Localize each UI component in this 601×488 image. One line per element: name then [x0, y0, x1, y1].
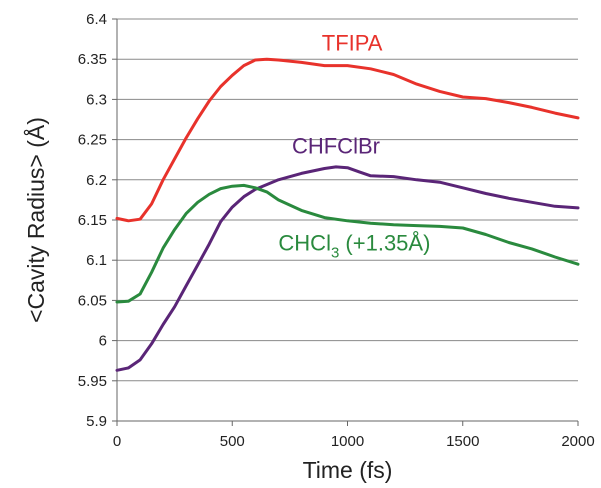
x-tick-label: 2000 [561, 433, 594, 450]
x-axis-title: Time (fs) [303, 457, 393, 483]
x-tick-label: 500 [220, 433, 245, 450]
y-tick-label: 6.2 [86, 172, 107, 189]
series-labels: TFIPA CHFClBr CHCl3 (+1.35Å) [278, 30, 430, 261]
gridlines [117, 18, 578, 382]
series-label-2: CHCl3 (+1.35Å) [278, 231, 430, 262]
series-line-1 [115, 165, 580, 372]
y-tick-label: 6.3 [86, 91, 107, 108]
series-lines [115, 57, 580, 372]
series-line-2 [115, 183, 580, 304]
y-tick-label: 6.1 [86, 252, 107, 269]
series-label-0: TFIPA [322, 30, 383, 55]
series-label-1: CHFClBr [292, 133, 380, 158]
y-tick-label: 5.95 [78, 373, 107, 390]
y-tick-labels: 5.9 5.95 6 6.05 6.1 6.15 6.2 6.25 6.3 6.35 6.4 [78, 11, 107, 430]
y-tick-label: 5.9 [86, 413, 107, 430]
x-tick-label: 1500 [446, 433, 479, 450]
y-tick-label: 6.15 [78, 212, 107, 229]
y-axis-title: <Cavity Radius> (Å) [22, 117, 49, 323]
x-tick-label: 1000 [331, 433, 364, 450]
y-tick-label: 6.4 [86, 11, 107, 28]
y-tick-label: 6.35 [78, 51, 107, 68]
x-tick-labels: 0 500 1000 1500 2000 [113, 433, 595, 450]
series-line-0 [115, 57, 580, 223]
y-tick-label: 6.05 [78, 292, 107, 309]
x-tick-label: 0 [113, 433, 121, 450]
axes [112, 18, 579, 426]
y-tick-label: 6 [99, 333, 107, 350]
y-tick-label: 6.25 [78, 132, 107, 149]
